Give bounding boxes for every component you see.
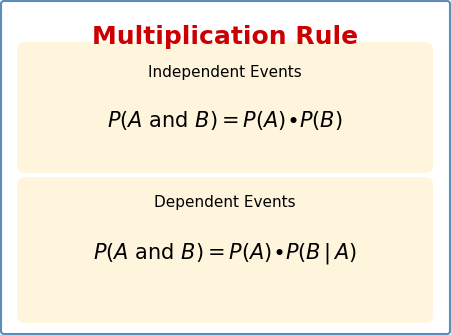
Text: Independent Events: Independent Events — [148, 66, 302, 80]
FancyBboxPatch shape — [17, 42, 433, 173]
Text: Multiplication Rule: Multiplication Rule — [92, 25, 358, 49]
Text: $P(A\ \mathrm{and}\ B) = P(A){\bullet}P(B\,|\,A)$: $P(A\ \mathrm{and}\ B) = P(A){\bullet}P(… — [93, 241, 357, 266]
FancyBboxPatch shape — [17, 177, 433, 323]
Text: Dependent Events: Dependent Events — [154, 196, 296, 210]
Text: $P(A\ \mathrm{and}\ B) = P(A){\bullet}P(B)$: $P(A\ \mathrm{and}\ B) = P(A){\bullet}P(… — [107, 109, 343, 132]
